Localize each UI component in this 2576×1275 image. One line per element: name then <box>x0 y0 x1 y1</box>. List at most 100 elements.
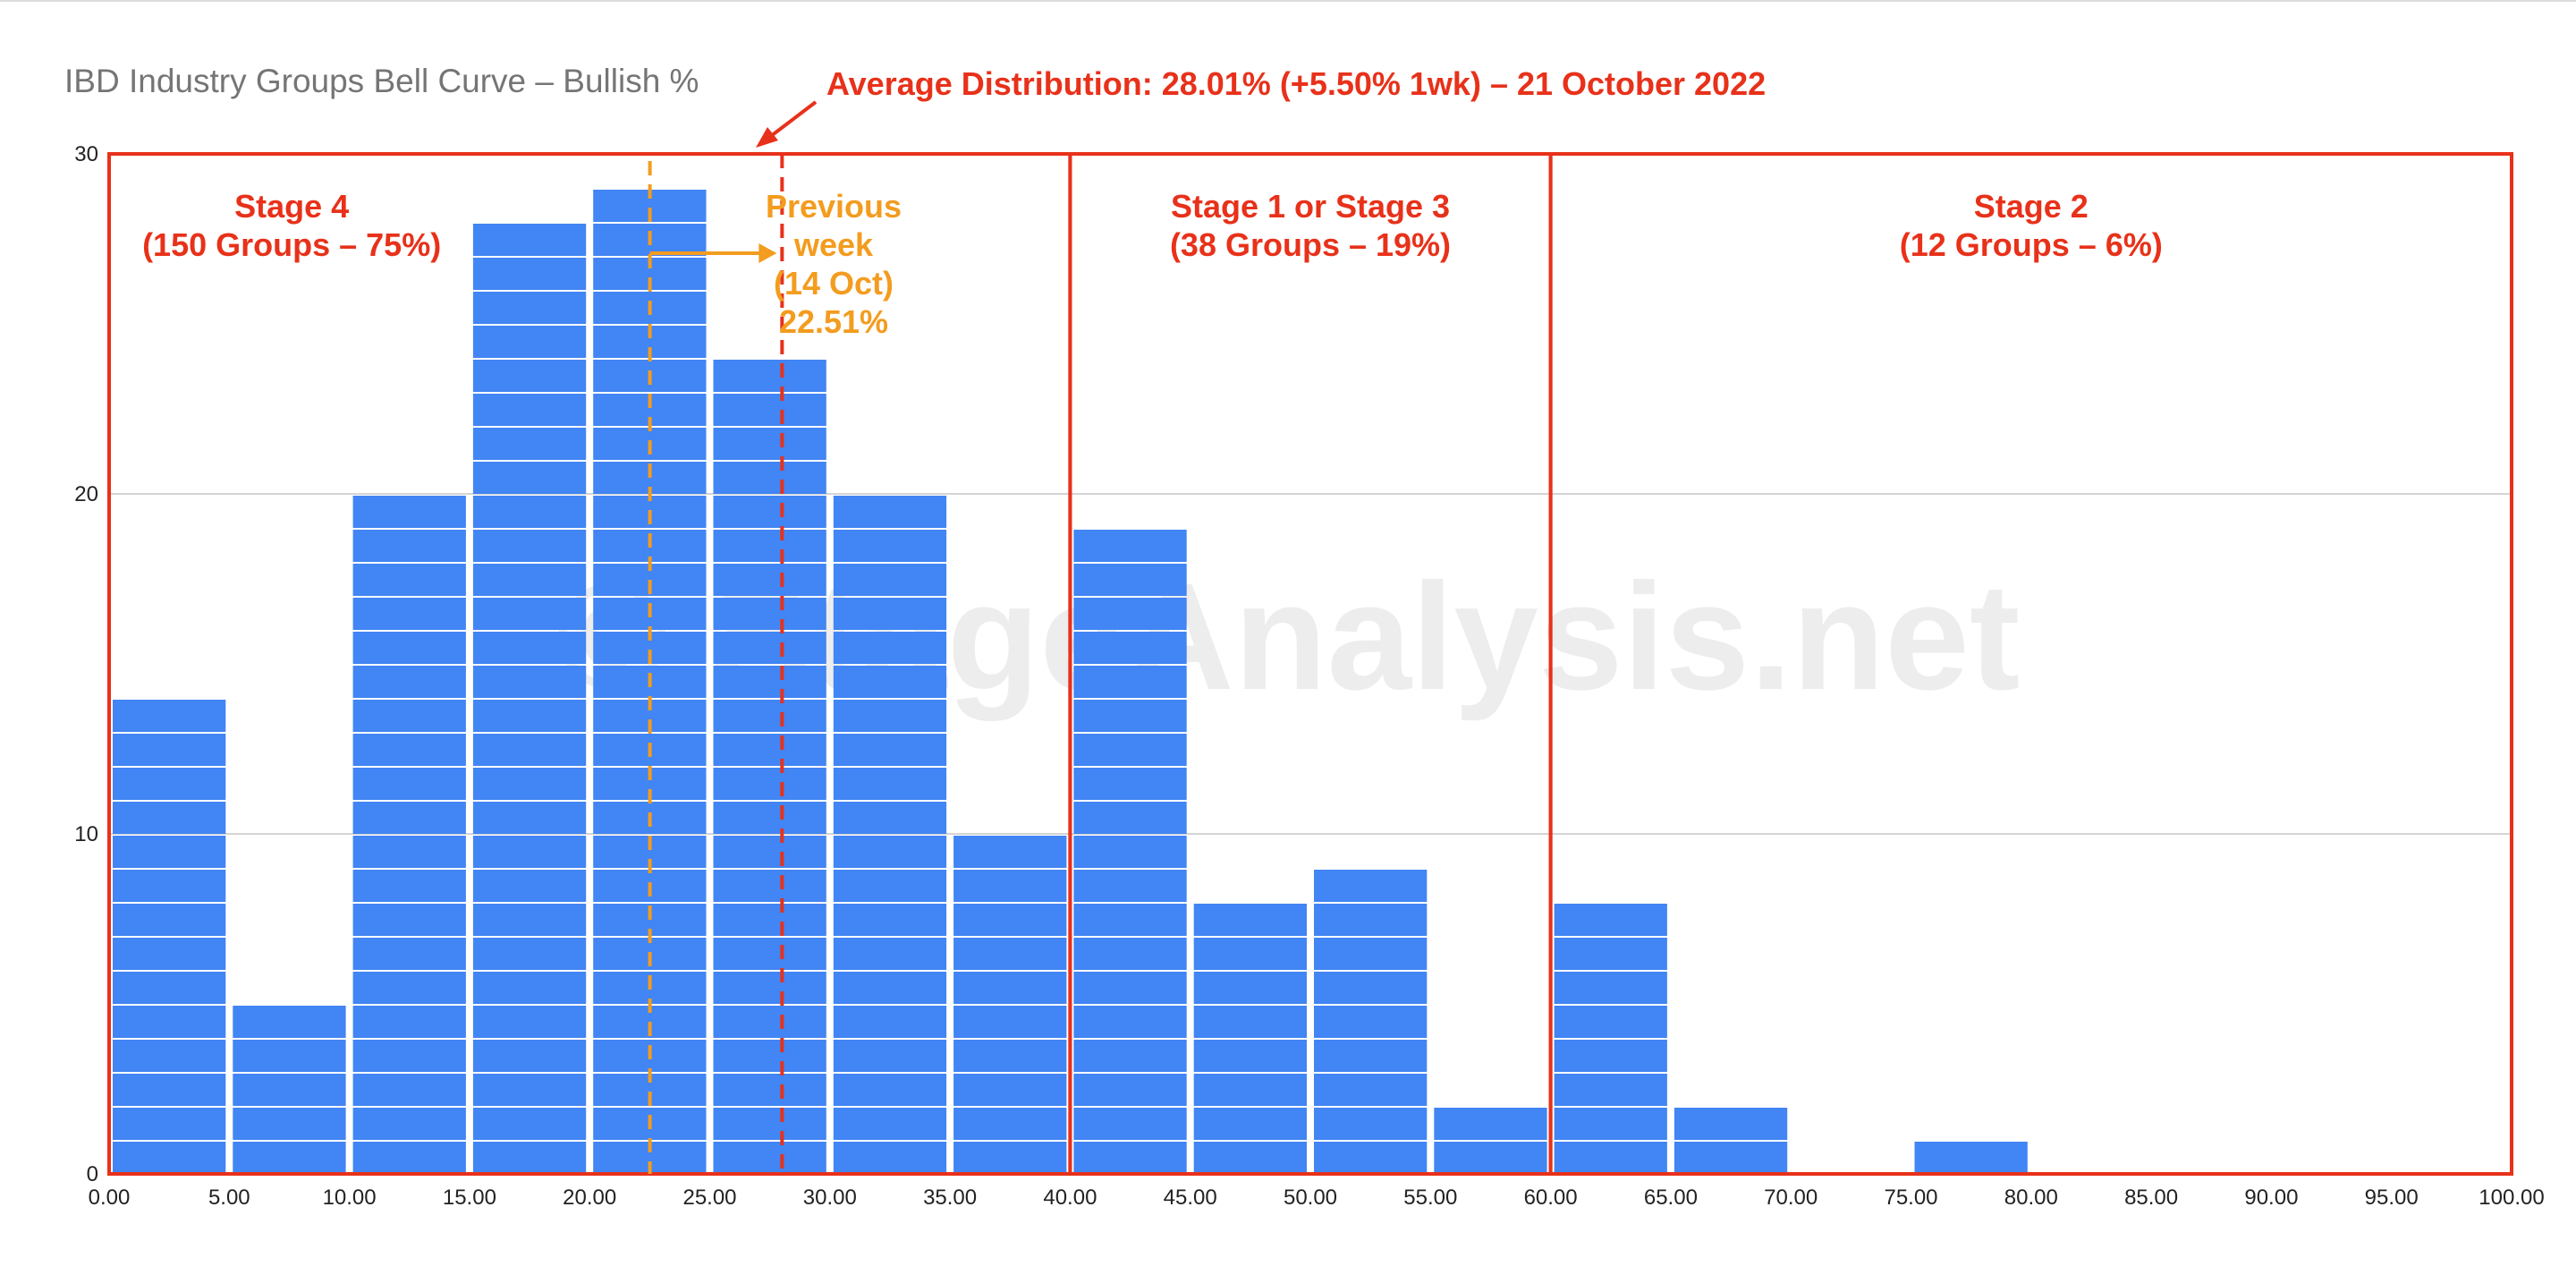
bar-block <box>953 1040 1067 1072</box>
bar-block <box>472 1040 587 1072</box>
bar-block <box>352 734 466 766</box>
bar-block <box>113 836 226 868</box>
bar-block <box>713 1142 826 1174</box>
average-pointer-icon <box>756 127 778 148</box>
bar-block <box>1193 1074 1307 1106</box>
bar-block <box>472 734 587 766</box>
stage-label-title: Stage 4 <box>234 188 349 225</box>
x-tick-label: 65.00 <box>1644 1186 1698 1210</box>
bar-block <box>233 1108 346 1140</box>
average-pointer-line <box>769 100 818 138</box>
bar-block <box>1554 1006 1667 1038</box>
x-tick-label: 0.00 <box>89 1186 131 1210</box>
bar-block <box>113 1142 226 1174</box>
bar-block <box>713 1040 826 1072</box>
previous-week-label: Previous <box>766 188 902 225</box>
bar-block <box>1073 632 1187 664</box>
bar-block <box>472 1006 587 1038</box>
bar-block <box>352 1074 466 1106</box>
bar-block <box>833 632 947 664</box>
x-tick-label: 35.00 <box>923 1186 977 1210</box>
bar-block <box>1314 1142 1428 1174</box>
previous-week-label: week <box>793 226 874 263</box>
bar-block <box>1314 904 1428 936</box>
stage-box <box>1548 152 2513 1176</box>
bar-block <box>1193 1142 1307 1174</box>
bar-block <box>713 496 826 528</box>
bar-block <box>713 394 826 426</box>
bar-block <box>833 1142 947 1174</box>
bar-block <box>1314 1040 1428 1072</box>
bar-block <box>1554 972 1667 1004</box>
bar-block <box>1314 938 1428 970</box>
bar-block <box>113 1006 226 1038</box>
bar-block <box>472 1108 587 1140</box>
bar-block <box>713 428 826 460</box>
x-tick-label: 95.00 <box>2365 1186 2419 1210</box>
stage-label-count: (12 Groups – 6%) <box>1900 226 2163 263</box>
bar-block <box>1554 1108 1667 1140</box>
bar <box>352 496 466 1174</box>
bar-block <box>233 1006 346 1038</box>
y-tick-label: 20 <box>74 482 98 506</box>
bar <box>1554 904 1667 1174</box>
bar-block <box>472 224 587 256</box>
bar-block <box>713 462 826 494</box>
bar-block <box>1073 1040 1187 1072</box>
bar-block <box>472 904 587 936</box>
bar-block <box>833 938 947 970</box>
shift-arrow-icon <box>758 243 777 263</box>
stage-label-count: (150 Groups – 75%) <box>142 226 441 263</box>
bar-block <box>1314 870 1428 902</box>
bar-block <box>1073 870 1187 902</box>
bar-block <box>113 802 226 834</box>
bar-block <box>1674 1108 1788 1140</box>
bar-block <box>352 938 466 970</box>
bar-block <box>1073 530 1187 562</box>
bar-block <box>1554 904 1667 936</box>
bar-block <box>352 530 466 562</box>
bar-block <box>472 632 587 664</box>
bar-block <box>472 292 587 324</box>
bar-block <box>833 1040 947 1072</box>
x-tick-label: 90.00 <box>2244 1186 2298 1210</box>
bar-block <box>833 530 947 562</box>
bar-block <box>472 564 587 596</box>
bar-block <box>713 768 826 800</box>
bar-block <box>352 972 466 1004</box>
bar-block <box>1193 938 1307 970</box>
bar-block <box>113 938 226 970</box>
bar-block <box>1193 904 1307 936</box>
bar-block <box>472 666 587 698</box>
bar-block <box>713 972 826 1004</box>
bar-block <box>1073 768 1187 800</box>
bar-block <box>113 1074 226 1106</box>
bar-block <box>953 1142 1067 1174</box>
bar-block <box>1914 1142 2028 1174</box>
chart-title: IBD Industry Groups Bell Curve – Bullish… <box>64 63 699 99</box>
bar-block <box>1434 1142 1547 1174</box>
bar-block <box>352 700 466 732</box>
bar-block <box>713 1006 826 1038</box>
bar-block <box>953 1006 1067 1038</box>
bar-block <box>833 496 947 528</box>
bar-block <box>352 496 466 528</box>
bar-block <box>113 768 226 800</box>
bar-block <box>1073 904 1187 936</box>
x-tick-label: 100.00 <box>2479 1186 2544 1210</box>
bar-block <box>713 598 826 630</box>
bar-block <box>953 1108 1067 1140</box>
bar-block <box>1073 836 1187 868</box>
x-tick-label: 10.00 <box>323 1186 377 1210</box>
bar-block <box>233 1040 346 1072</box>
bar-block <box>1073 564 1187 596</box>
x-tick-label: 5.00 <box>208 1186 250 1210</box>
bar-block <box>833 972 947 1004</box>
y-tick-label: 30 <box>74 142 98 166</box>
bar-block <box>352 768 466 800</box>
bar-block <box>833 1006 947 1038</box>
bar-block <box>713 1108 826 1140</box>
bar-block <box>1314 1074 1428 1106</box>
bar-block <box>352 666 466 698</box>
